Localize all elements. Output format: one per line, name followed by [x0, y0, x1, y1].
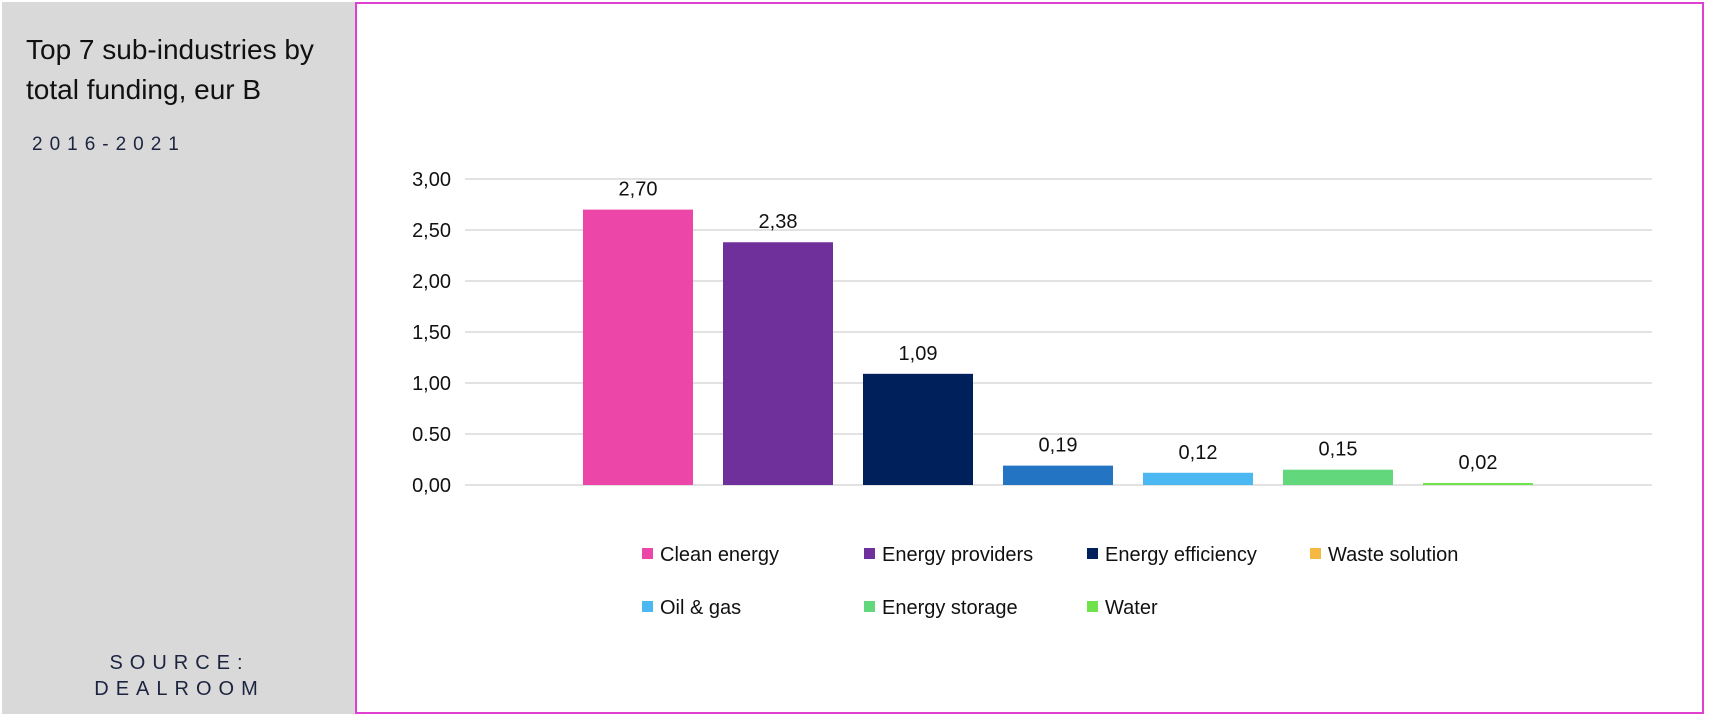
legend-label: Energy providers [882, 544, 1033, 566]
source-note: SOURCE: DEALROOM [2, 650, 357, 702]
legend-label: Water [1105, 597, 1158, 619]
data-label: 0,15 [1319, 439, 1358, 461]
sidebar-panel: Top 7 sub-industries by total funding, e… [2, 2, 357, 714]
source-label: SOURCE: [109, 652, 250, 674]
data-label: 2,70 [619, 179, 658, 201]
data-label: 0,19 [1039, 435, 1078, 457]
legend-label: Energy storage [882, 597, 1018, 619]
source-name: DEALROOM [94, 678, 265, 700]
y-tick-label: 0.50 [412, 424, 451, 446]
y-tick-label: 1,00 [412, 373, 451, 395]
legend-label: Clean energy [660, 544, 779, 566]
legend-label: Waste solution [1328, 544, 1458, 566]
bar [1423, 482, 1533, 485]
bar [1283, 469, 1393, 485]
data-label: 1,09 [899, 343, 938, 365]
data-label: 2,38 [759, 211, 798, 233]
y-tick-label: 2,50 [412, 220, 451, 242]
bar-chart: 0,00 0.50 1,00 1,50 2,00 2,50 3,00 2,70 2,38 1,09… [412, 169, 1652, 619]
legend-label: Oil & gas [660, 597, 741, 619]
bar [863, 373, 973, 485]
y-tick-label: 3,00 [412, 169, 451, 191]
chart-subtitle: 2016-2021 [32, 134, 186, 155]
legend-swatch [864, 548, 875, 559]
legend-swatch [1087, 601, 1098, 612]
bar [583, 209, 693, 485]
legend-swatch [864, 601, 875, 612]
y-tick-label: 0,00 [412, 475, 451, 497]
legend-swatch [1310, 548, 1321, 559]
legend-swatch [1087, 548, 1098, 559]
legend-label: Energy efficiency [1105, 544, 1257, 566]
bar [1003, 465, 1113, 485]
y-tick-label: 1,50 [412, 322, 451, 344]
legend-swatch [642, 601, 653, 612]
chart-title: Top 7 sub-industries by total funding, e… [26, 34, 314, 105]
bar [723, 242, 833, 485]
y-tick-label: 2,00 [412, 271, 451, 293]
legend-swatch [642, 548, 653, 559]
data-label: 0,12 [1179, 442, 1218, 464]
bar [1143, 472, 1253, 485]
data-label: 0,02 [1459, 452, 1498, 474]
